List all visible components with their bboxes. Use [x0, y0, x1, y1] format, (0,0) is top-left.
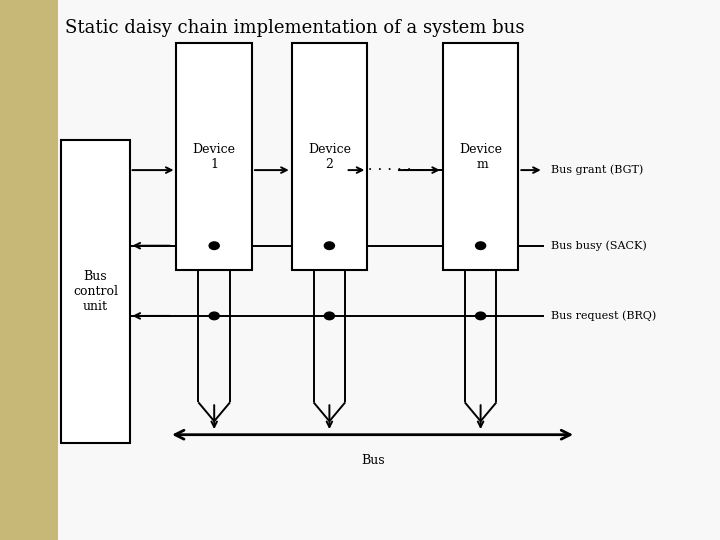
- Circle shape: [209, 312, 219, 320]
- Text: Device
2: Device 2: [308, 143, 351, 171]
- FancyBboxPatch shape: [0, 0, 58, 540]
- FancyBboxPatch shape: [176, 43, 252, 270]
- Text: Device
1: Device 1: [193, 143, 235, 171]
- Circle shape: [324, 242, 335, 249]
- FancyBboxPatch shape: [61, 140, 130, 443]
- Circle shape: [324, 312, 335, 320]
- Circle shape: [475, 242, 485, 249]
- Circle shape: [209, 242, 219, 249]
- Text: Bus grant (BGT): Bus grant (BGT): [551, 165, 643, 176]
- Circle shape: [475, 312, 485, 320]
- FancyBboxPatch shape: [292, 43, 367, 270]
- Text: Static daisy chain implementation of a system bus: Static daisy chain implementation of a s…: [65, 19, 524, 37]
- Text: Bus request (BRQ): Bus request (BRQ): [551, 310, 656, 321]
- Text: Bus: Bus: [361, 454, 384, 467]
- FancyBboxPatch shape: [443, 43, 518, 270]
- Text: Bus
control
unit: Bus control unit: [73, 270, 118, 313]
- FancyBboxPatch shape: [58, 0, 720, 540]
- Text: · · · · · ·: · · · · · ·: [359, 163, 412, 177]
- Text: Device
 m: Device m: [459, 143, 502, 171]
- Text: Bus busy (SACK): Bus busy (SACK): [551, 240, 647, 251]
